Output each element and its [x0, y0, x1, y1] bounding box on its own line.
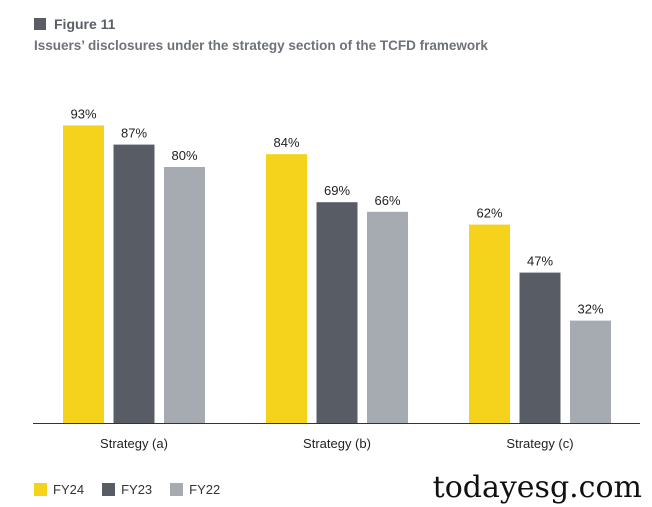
bar-fy24-1: [63, 125, 104, 424]
legend-swatch-fy22: [170, 483, 184, 496]
bar-fy22-3: [570, 320, 611, 423]
data-label-fy22-2: 66%: [374, 193, 400, 208]
bar-fy22-1: [164, 167, 205, 423]
bar-fy24-2: [266, 154, 307, 423]
data-label-fy22-3: 32%: [577, 302, 603, 317]
category-label-2: Strategy (b): [303, 436, 371, 451]
data-label-fy23-1: 87%: [121, 126, 147, 141]
figure-label: Figure 11: [54, 16, 116, 32]
bar-fy22-2: [367, 211, 408, 423]
bar-fy24-3: [469, 224, 510, 423]
watermark: todayesg.com: [432, 470, 642, 505]
figure-title: Issuers’ disclosures under the strategy …: [34, 38, 488, 53]
data-label-fy23-2: 69%: [324, 183, 350, 198]
data-label-fy24-2: 84%: [273, 135, 299, 150]
legend-label-fy23: FY23: [121, 482, 153, 497]
bar-fy23-2: [316, 202, 358, 423]
legend-label-fy22: FY22: [189, 482, 221, 497]
legend-item-fy23: FY23: [102, 482, 152, 497]
data-label-fy24-1: 93%: [70, 106, 96, 121]
legend: FY24 FY23 FY22: [34, 482, 238, 497]
bar-fy23-1: [113, 144, 155, 423]
figure-square-icon: [34, 18, 46, 30]
legend-swatch-fy24: [34, 483, 47, 496]
data-label-fy22-1: 80%: [171, 148, 197, 163]
data-label-fy23-3: 47%: [527, 254, 553, 269]
legend-item-fy22: FY22: [170, 482, 220, 497]
category-label-3: Strategy (c): [506, 436, 573, 451]
legend-swatch-fy23: [102, 483, 116, 496]
legend-item-fy24: FY24: [34, 482, 84, 497]
bar-fy23-3: [519, 272, 561, 423]
legend-label-fy24: FY24: [53, 482, 85, 497]
category-label-1: Strategy (a): [100, 436, 168, 451]
data-label-fy24-3: 62%: [476, 206, 502, 221]
